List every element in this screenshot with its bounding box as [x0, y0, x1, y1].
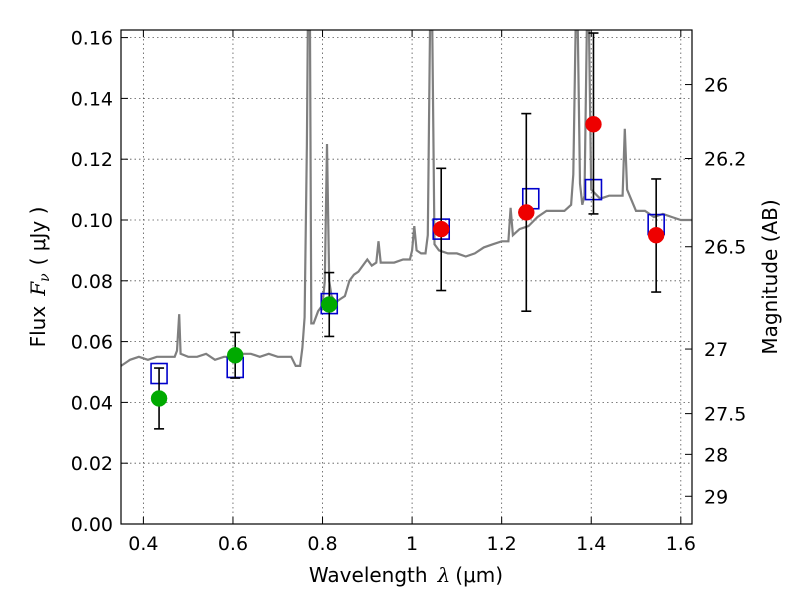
x-tick-label: 0.4 [128, 533, 158, 555]
y2-tick-label: 27 [704, 339, 728, 361]
observed-point [432, 220, 450, 238]
y-tick-label: 0.02 [71, 453, 113, 475]
x-tick-label: 1.6 [666, 533, 696, 555]
x-tick-label: 1.2 [487, 533, 517, 555]
y-tick-label: 0.06 [71, 332, 113, 354]
observed-point [150, 390, 168, 407]
plot-frame [120, 29, 693, 525]
y-tick-label: 0.10 [71, 210, 113, 232]
y-tick-label: 0.16 [71, 28, 113, 50]
y2-tick-label: 29 [704, 486, 728, 508]
observed-point [518, 204, 535, 221]
y-axis-label: FluxFν( μJy ) [26, 207, 53, 348]
y-tick-label: 0.04 [71, 392, 113, 414]
y-tick-label: 0.00 [71, 514, 113, 536]
data-markers [150, 32, 665, 430]
grid-lines [121, 30, 692, 525]
x-axis-label: Wavelength λ (μm) [309, 563, 503, 587]
x-tick-label: 0.8 [307, 533, 337, 555]
x-tick-label: 1 [406, 533, 418, 555]
observed-point [320, 296, 338, 313]
y2-axis-label: Magnitude (AB) [758, 199, 782, 354]
spectrum-line [121, 30, 692, 367]
observed-point [226, 347, 244, 364]
x-tick-label: 1.4 [576, 533, 606, 555]
y-tick-label: 0.14 [71, 88, 113, 110]
y2-tick-label: 26.2 [704, 148, 746, 170]
y2-tick-label: 27.5 [704, 404, 746, 426]
y-tick-label: 0.08 [71, 271, 113, 293]
y2-tick-label: 26.5 [704, 237, 746, 259]
axis-ticks: 0.4 0.6 0.8 1 1.2 1.4 1.6 0.00 0.02 0.04 0.06 0.08 0… [71, 28, 747, 555]
x-tick-label: 0.6 [218, 533, 248, 555]
y-tick-label: 0.12 [71, 149, 113, 171]
y2-tick-label: 26 [704, 75, 728, 97]
observed-point [647, 226, 665, 244]
observed-point [585, 115, 602, 133]
y2-tick-label: 28 [704, 444, 728, 466]
